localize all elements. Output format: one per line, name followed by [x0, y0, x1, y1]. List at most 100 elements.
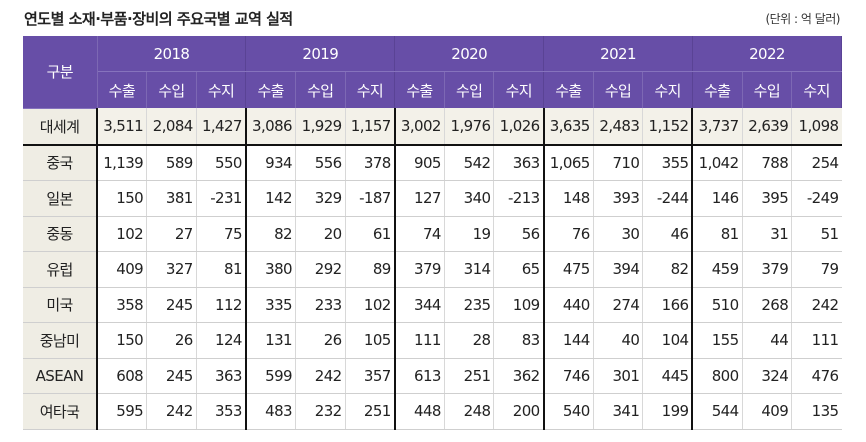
table-cell: 363: [493, 144, 545, 181]
table-cell: 75: [196, 216, 247, 252]
table-cell: 292: [295, 251, 346, 288]
table-cell: 324: [742, 358, 793, 394]
table-cell: 109: [493, 287, 545, 323]
table-cell: 19: [444, 216, 495, 252]
table-cell: 248: [444, 393, 495, 430]
table-cell: 3,737: [692, 108, 743, 146]
table-cell: 81: [692, 216, 743, 252]
table-cell: 2,483: [593, 108, 644, 146]
table-cell: 394: [593, 251, 644, 288]
table-cell: 155: [692, 322, 743, 359]
sub-header: 수입: [742, 71, 793, 108]
table-cell: 475: [543, 251, 594, 288]
table-row: 일본 150 381 -231 142 329 -187 127 340 -213 148 393 -2…: [23, 180, 842, 217]
table-cell: 274: [593, 287, 644, 323]
table-cell: 379: [394, 251, 445, 288]
row-label: 중남미: [23, 322, 99, 359]
table-cell: 788: [742, 144, 793, 181]
table-cell: -249: [791, 180, 842, 217]
sub-header: 수출: [97, 71, 148, 108]
table-cell: 934: [245, 144, 296, 181]
table-title: 연도별 소재·부품·장비의 주요국별 교역 실적: [24, 10, 293, 28]
table-cell: 1,065: [543, 144, 594, 181]
table-cell: 44: [742, 322, 793, 359]
table-cell: 20: [295, 216, 346, 252]
table-cell: 710: [593, 144, 644, 181]
sub-header: 수지: [791, 71, 842, 108]
table-cell: 1,157: [345, 108, 396, 146]
table-cell: 476: [791, 358, 842, 394]
sub-header-row: 수출 수입 수지 수출 수입 수지 수출 수입 수지 수출 수입 수지 수출 수입 수지: [23, 71, 842, 108]
table-cell: 2,084: [146, 108, 197, 146]
table-cell: 102: [97, 216, 148, 252]
table-cell: 1,098: [791, 108, 842, 146]
table-row: 중국 1,139 589 550 934 556 378 905 542 363 1,065 710 3…: [23, 144, 842, 181]
table-cell: 409: [742, 393, 793, 430]
row-label: 중동: [23, 216, 99, 252]
table-cell: 127: [394, 180, 445, 217]
table-cell: 199: [642, 393, 694, 430]
table-cell: 146: [692, 180, 743, 217]
table-cell: 251: [345, 393, 396, 430]
table-cell: 1,427: [196, 108, 247, 146]
table-cell: 329: [295, 180, 346, 217]
table-cell: 1,026: [493, 108, 545, 146]
table-header: 구분 2018 2019 2020 2021 2022 수출 수입 수지 수출 수입 수지 수출 수입 수지…: [23, 36, 843, 109]
table-cell: 542: [444, 144, 495, 181]
row-label: 유럽: [23, 251, 99, 288]
table-cell: 440: [543, 287, 594, 323]
table-cell: -187: [345, 180, 396, 217]
table-cell: 28: [444, 322, 495, 359]
table-cell: 235: [444, 287, 495, 323]
table-cell: 379: [742, 251, 793, 288]
sub-header: 수입: [295, 71, 346, 108]
row-label: 대세계: [23, 108, 99, 146]
table-cell: 362: [493, 358, 545, 394]
table-row: 미국 358 245 112 335 233 102 344 235 109 440 274 166 51…: [23, 287, 842, 323]
sub-header: 수지: [345, 71, 396, 108]
table-cell: 327: [146, 251, 197, 288]
table-cell: 608: [97, 358, 148, 394]
table-cell: 245: [146, 287, 197, 323]
table-cell: 81: [196, 251, 247, 288]
sub-header: 수지: [642, 71, 693, 108]
table-cell: 599: [245, 358, 296, 394]
table-cell: 105: [345, 322, 396, 359]
table-cell: 83: [493, 322, 545, 359]
table-cell: -231: [196, 180, 247, 217]
table-cell: 540: [543, 393, 594, 430]
table-cell: 166: [642, 287, 694, 323]
table-cell: 104: [642, 322, 694, 359]
table-cell: 409: [97, 251, 148, 288]
table-cell: 65: [493, 251, 545, 288]
table-cell: 544: [692, 393, 743, 430]
table-cell: 200: [493, 393, 545, 430]
table-cell: 510: [692, 287, 743, 323]
table-cell: 102: [345, 287, 396, 323]
row-label: 여타국: [23, 393, 99, 430]
table-cell: 393: [593, 180, 644, 217]
sub-header: 수입: [444, 71, 495, 108]
table-cell: 746: [543, 358, 594, 394]
table-cell: 242: [146, 393, 197, 430]
table-cell: 363: [196, 358, 247, 394]
table-cell: 31: [742, 216, 793, 252]
table-cell: 335: [245, 287, 296, 323]
table-cell: 381: [146, 180, 197, 217]
table-cell: 232: [295, 393, 346, 430]
row-label: 일본: [23, 180, 99, 217]
table-cell: 251: [444, 358, 495, 394]
table-cell: 1,042: [692, 144, 743, 181]
table-cell: 46: [642, 216, 694, 252]
table-cell: 111: [394, 322, 445, 359]
table-cell: 355: [642, 144, 694, 181]
table-cell: 595: [97, 393, 148, 430]
year-header: 2019: [245, 36, 396, 72]
table-cell: 1,929: [295, 108, 346, 146]
table-cell: 254: [791, 144, 842, 181]
table-row: 유럽 409 327 81 380 292 89 379 314 65 475 394 82 459 379…: [23, 251, 842, 288]
table-cell: 344: [394, 287, 445, 323]
table-cell: 314: [444, 251, 495, 288]
unit-note: (단위 : 억 달러): [765, 12, 840, 26]
table-cell: 82: [245, 216, 296, 252]
